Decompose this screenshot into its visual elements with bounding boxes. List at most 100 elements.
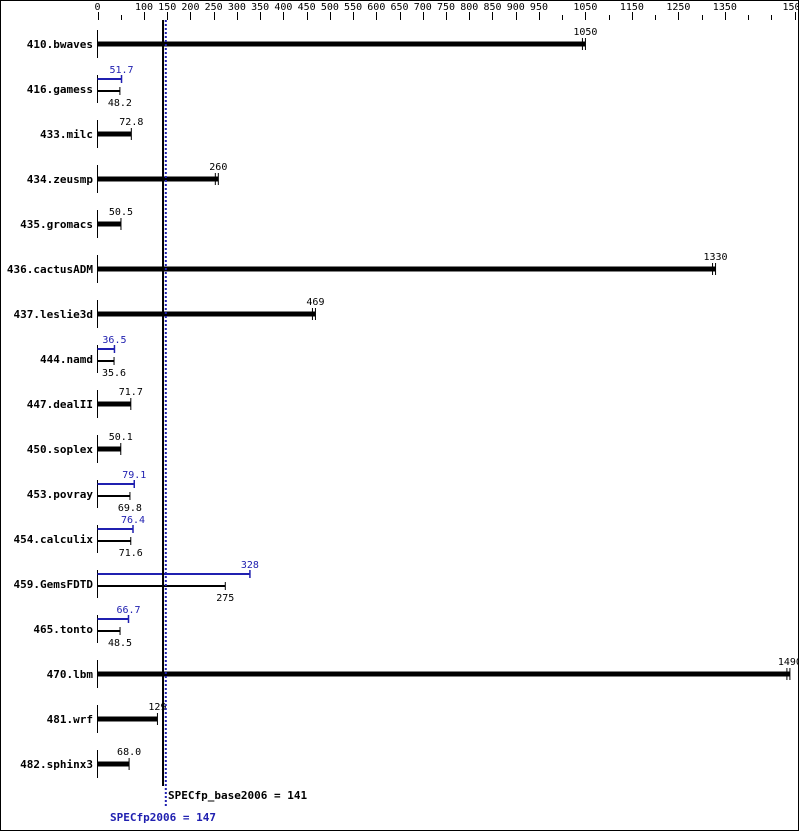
base-value-label: 48.5 (108, 638, 132, 649)
tick-label: 1500 (783, 2, 799, 13)
tick-label: 650 (391, 2, 409, 13)
benchmark-label: 435.gromacs (20, 218, 93, 231)
tick-label: 200 (181, 2, 199, 13)
base-value-label: 35.6 (102, 368, 126, 379)
bar-row: 410.bwaves 1050 (27, 27, 597, 58)
base-bar (97, 176, 219, 182)
peak-bar (97, 483, 135, 485)
benchmark-label: 436.cactusADM (7, 263, 93, 276)
base-value-label: 1490 (778, 657, 799, 668)
base-value-label: 69.8 (118, 503, 142, 514)
peak-bar (97, 348, 115, 350)
bar-row: 482.sphinx3 68.0 (20, 747, 141, 778)
bar-row: 453.povray 79.1 69.8 (27, 470, 147, 514)
base-bar (97, 360, 115, 362)
specfp-base-label: SPECfp_base2006 = 141 (168, 789, 307, 802)
tick-label: 900 (507, 2, 525, 13)
tick-label: 450 (298, 2, 316, 13)
bar-row: 435.gromacs 50.5 (20, 207, 133, 238)
benchmark-label: 447.dealII (27, 398, 93, 411)
peak-value-label: 328 (241, 560, 259, 571)
base-bar (97, 90, 120, 92)
bar-row: 434.zeusmp 260 (27, 162, 227, 193)
base-value-label: 260 (209, 162, 227, 173)
tick-label: 800 (460, 2, 478, 13)
tick-label: 100 (135, 2, 153, 13)
peak-value-label: 66.7 (116, 605, 140, 616)
base-value-label: 68.0 (117, 747, 141, 758)
specfp-peak-label: SPECfp2006 = 147 (110, 811, 216, 824)
peak-bar (97, 573, 250, 575)
benchmark-label: 416.gamess (27, 83, 93, 96)
benchmark-label: 481.wrf (47, 713, 93, 726)
tick-label: 1050 (573, 2, 597, 13)
tick-label: 850 (483, 2, 501, 13)
tick-label: 1150 (620, 2, 644, 13)
base-bar (97, 495, 130, 497)
bar-row: 436.cactusADM 1330 (7, 252, 728, 283)
base-bar (97, 131, 132, 137)
base-value-label: 71.6 (119, 548, 143, 559)
bar-row: 454.calculix 76.4 71.6 (14, 515, 146, 559)
base-value-label: 275 (216, 593, 234, 604)
tick-label: 600 (367, 2, 385, 13)
base-bar (97, 671, 790, 677)
bar-row: 433.milc 72.8 (40, 117, 143, 148)
bar-row: 465.tonto 66.7 48.5 (33, 605, 140, 649)
x-axis: 0 100 150 200 250 300 350 400 450 500 550 600 650 700… (94, 2, 799, 20)
peak-value-label: 79.1 (122, 470, 146, 481)
tick-label: 550 (344, 2, 362, 13)
base-value-label: 50.5 (109, 207, 133, 218)
tick-label: 950 (530, 2, 548, 13)
tick-label: 1250 (666, 2, 690, 13)
base-bar (97, 41, 586, 47)
base-bar (97, 311, 316, 317)
base-value-label: 129 (148, 702, 166, 713)
tick-label: 400 (274, 2, 292, 13)
benchmark-label: 454.calculix (14, 533, 94, 546)
base-value-label: 72.8 (119, 117, 143, 128)
benchmark-label: 410.bwaves (27, 38, 93, 51)
reference-lines (162, 20, 167, 808)
benchmark-label: 433.milc (40, 128, 93, 141)
peak-value-label: 51.7 (109, 65, 133, 76)
tick-label: 300 (228, 2, 246, 13)
base-bar (97, 446, 121, 452)
bar-row: 470.lbm 1490 (47, 657, 799, 688)
base-bar (97, 401, 131, 407)
tick-label: 700 (414, 2, 432, 13)
benchmark-label: 470.lbm (47, 668, 94, 681)
base-value-label: 48.2 (108, 98, 132, 109)
base-bar (97, 221, 121, 227)
benchmark-label: 434.zeusmp (27, 173, 94, 186)
tick-label: 150 (158, 2, 176, 13)
tick-label: 0 (94, 2, 100, 13)
base-value-label: 469 (306, 297, 324, 308)
benchmark-label: 444.namd (40, 353, 93, 366)
benchmark-label: 450.soplex (27, 443, 94, 456)
benchmark-label: 459.GemsFDTD (14, 578, 94, 591)
bar-row: 450.soplex 50.1 (27, 432, 133, 463)
base-value-label: 1050 (573, 27, 597, 38)
tick-label: 350 (251, 2, 269, 13)
base-value-label: 50.1 (109, 432, 133, 443)
tick-label: 750 (437, 2, 455, 13)
bars: 410.bwaves 1050 416.gamess 51.7 48.2 433.milc… (7, 27, 799, 778)
benchmark-label: 453.povray (27, 488, 94, 501)
peak-bar (97, 528, 134, 530)
bar-row: 437.leslie3d 469 (14, 297, 324, 328)
peak-bar (97, 618, 129, 620)
base-bar (97, 630, 121, 632)
benchmark-label: 465.tonto (33, 623, 93, 636)
benchmark-label: 482.sphinx3 (20, 758, 93, 771)
base-value-label: 71.7 (119, 387, 143, 398)
benchmark-label: 437.leslie3d (14, 308, 93, 321)
tick-label: 1350 (713, 2, 737, 13)
base-bar (97, 761, 130, 767)
peak-bar (97, 78, 122, 80)
bar-row: 447.dealII 71.7 (27, 387, 143, 418)
base-bar (97, 716, 158, 722)
base-bar (97, 540, 131, 542)
